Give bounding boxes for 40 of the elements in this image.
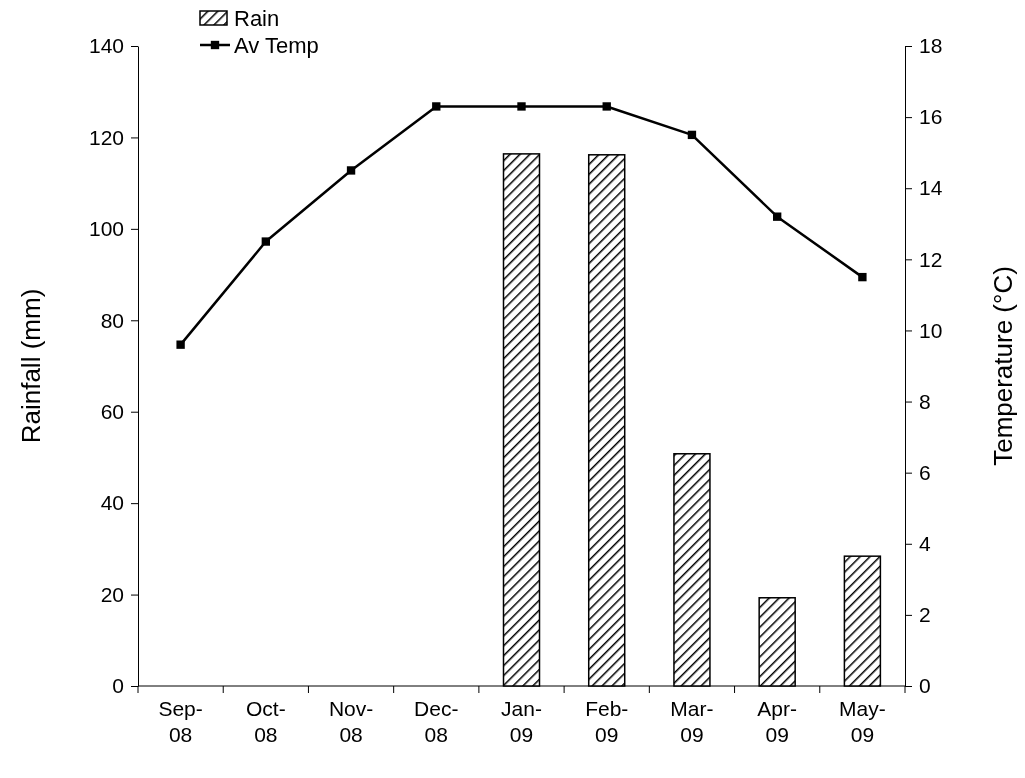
point [517, 102, 526, 111]
y-tick-label: 0 [112, 674, 124, 698]
y-tick-label: 40 [100, 491, 124, 515]
y-tick-label: 20 [100, 582, 124, 606]
y2-tick-label: 0 [919, 674, 931, 698]
y2-tick-label: 6 [919, 460, 931, 484]
y2-axis-title: Temperature (°C) [988, 266, 1018, 466]
y2-tick-label: 12 [919, 247, 943, 271]
y-tick-label: 100 [88, 217, 124, 241]
y2-tick-label: 18 [919, 34, 943, 58]
x-tick-label: Oct-08 [246, 697, 286, 746]
point [176, 340, 185, 349]
y2-tick-label: 8 [919, 389, 931, 413]
x-tick-label: Jan-09 [501, 697, 542, 746]
y2-tick-label: 14 [919, 176, 943, 200]
y-axis-title: Rainfall (mm) [16, 288, 46, 444]
x-tick-label: May-09 [839, 697, 886, 746]
y2-tick-label: 4 [919, 532, 931, 555]
point [858, 272, 867, 282]
y2-tick-label: 10 [919, 318, 943, 342]
x-tick-label: Apr-09 [757, 697, 798, 746]
y2-tick-label: 16 [919, 105, 943, 129]
x-tick-label: Dec-08 [414, 697, 459, 746]
x-tick-label: Mar-09 [670, 697, 714, 746]
x-tick-label: Feb-09 [585, 697, 629, 746]
y-tick-label: 60 [100, 399, 124, 423]
point [687, 130, 697, 140]
y2-tick-label: 2 [919, 603, 931, 627]
y-tick-label: 80 [100, 308, 124, 332]
x-tick-label: Sep-08 [158, 697, 203, 746]
point [602, 102, 611, 111]
legend-label: Rain [234, 6, 280, 31]
point [772, 212, 782, 221]
y-tick-label: 140 [88, 34, 124, 58]
legend-label: Av Temp [234, 33, 319, 58]
x-tick-label: Nov-08 [328, 697, 374, 746]
point [346, 166, 356, 175]
point [432, 102, 441, 111]
y-tick-label: 120 [88, 125, 124, 149]
point [261, 237, 271, 246]
